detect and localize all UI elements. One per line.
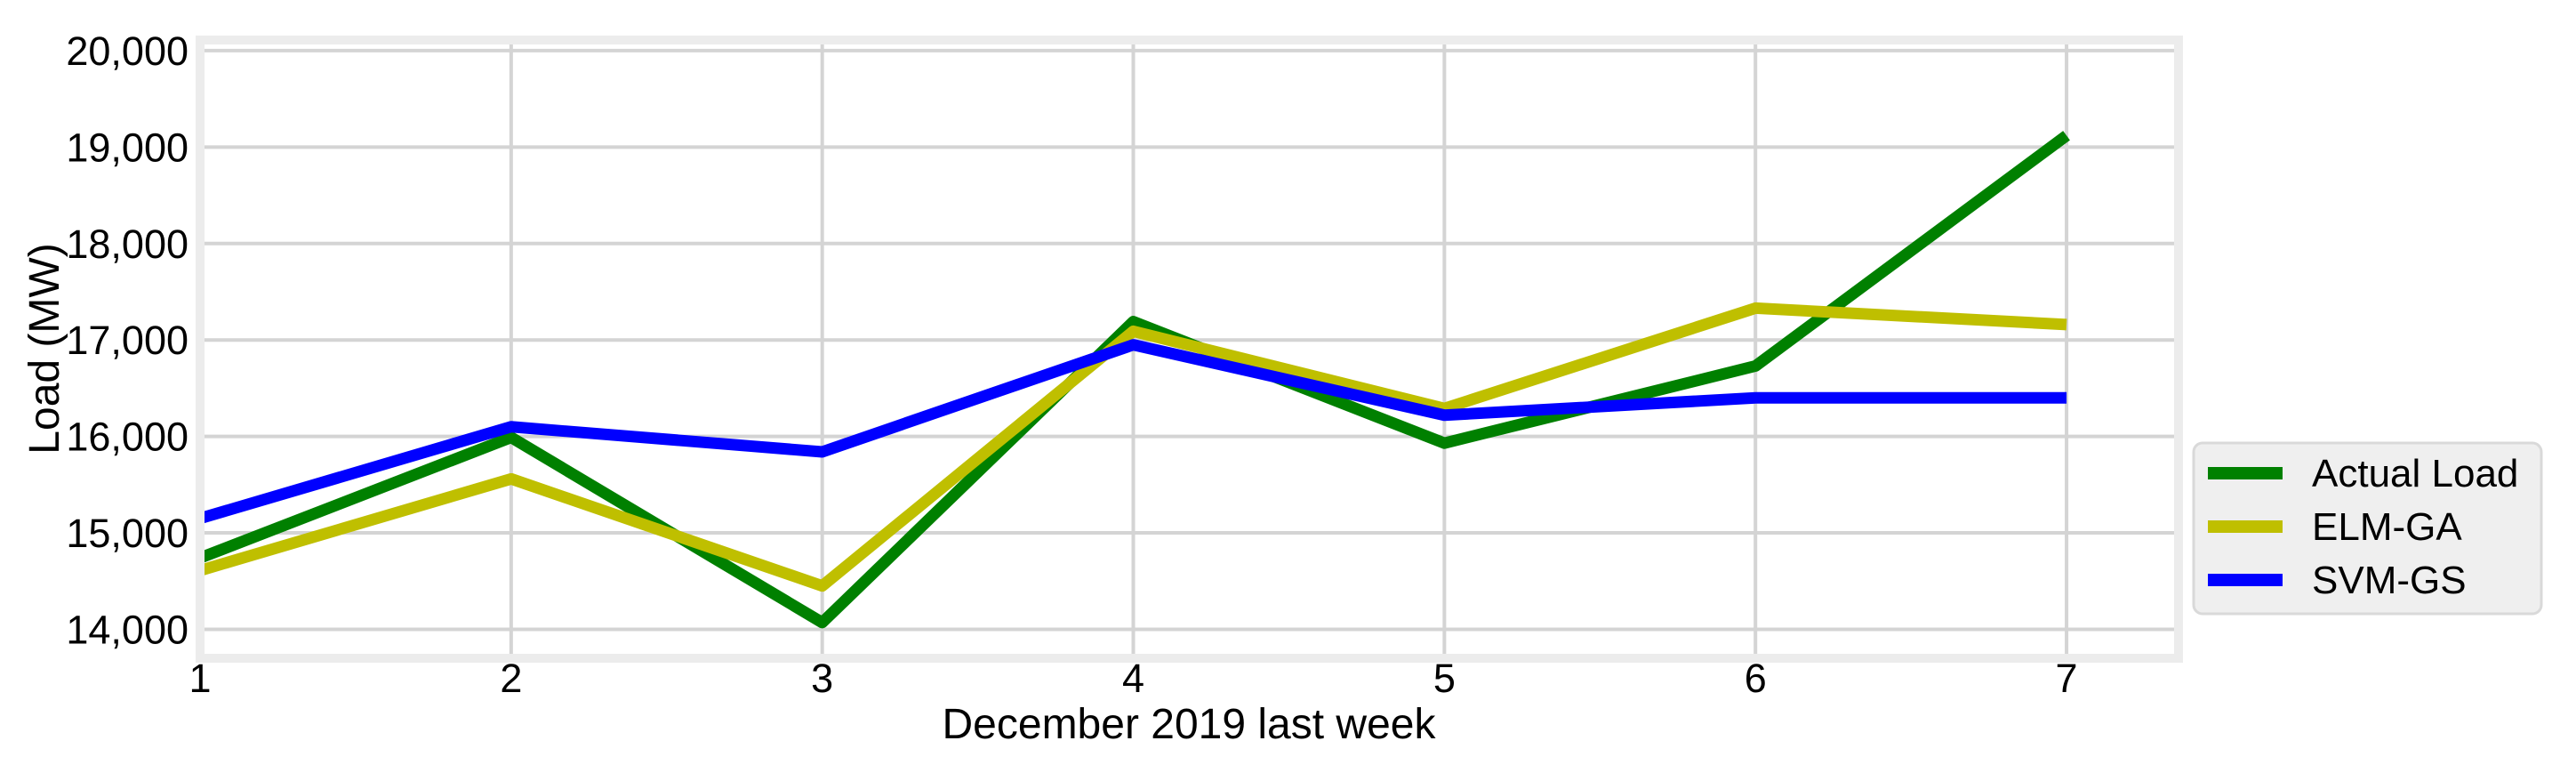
y-tick-label: 19,000 bbox=[66, 125, 189, 170]
x-tick-label: 1 bbox=[189, 656, 211, 701]
x-tick-label: 2 bbox=[500, 656, 522, 701]
x-tick-label: 4 bbox=[1122, 656, 1144, 701]
series-line-svm-gs bbox=[198, 339, 2067, 525]
y-axis-title: Load (MW) bbox=[21, 243, 68, 454]
legend-label-svm-gs: SVM-GS bbox=[2312, 559, 2467, 602]
series-line-elm-ga bbox=[198, 302, 2067, 592]
y-tick-label: 15,000 bbox=[66, 511, 189, 556]
plot-layer bbox=[196, 36, 2183, 663]
x-tick-label: 5 bbox=[1433, 656, 1456, 701]
x-tick-label: 3 bbox=[811, 656, 833, 701]
x-tick-label: 7 bbox=[2056, 656, 2078, 701]
y-tick-label: 17,000 bbox=[66, 318, 189, 363]
y-tick-label: 14,000 bbox=[66, 607, 189, 652]
legend-box bbox=[2192, 441, 2543, 616]
x-tick-label: 6 bbox=[1745, 656, 1767, 701]
plot-frame bbox=[196, 36, 2183, 663]
y-tick-label: 16,000 bbox=[66, 415, 189, 460]
x-axis-title: December 2019 last week bbox=[943, 701, 1437, 748]
legend-label-elm-ga: ELM-GA bbox=[2312, 505, 2462, 549]
legend-label-actual-load: Actual Load bbox=[2312, 452, 2518, 495]
y-tick-label: 18,000 bbox=[66, 221, 189, 267]
tick-layer: 14,000 15,000 16,000 17,000 18,000 19,000 20,0… bbox=[66, 28, 2077, 701]
y-tick-label: 20,000 bbox=[66, 28, 189, 74]
legend: Actual Load ELM-GA SVM-GS bbox=[2192, 441, 2543, 616]
series-line-actual-load bbox=[197, 131, 2070, 629]
